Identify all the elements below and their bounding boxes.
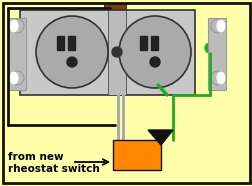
Bar: [57, 36, 64, 50]
Circle shape: [67, 57, 77, 67]
Bar: [104, 4, 125, 14]
Circle shape: [210, 19, 224, 33]
Polygon shape: [147, 130, 172, 145]
Circle shape: [10, 71, 24, 85]
Circle shape: [10, 19, 24, 33]
Ellipse shape: [216, 20, 225, 33]
Bar: [108, 10, 125, 95]
Bar: [8, 18, 26, 90]
Ellipse shape: [10, 71, 18, 84]
Circle shape: [149, 57, 159, 67]
Bar: [68, 36, 75, 50]
Circle shape: [204, 43, 214, 53]
Ellipse shape: [10, 20, 18, 33]
Bar: [150, 36, 158, 50]
Circle shape: [210, 71, 224, 85]
Circle shape: [36, 16, 108, 88]
Text: from new
rheostat switch: from new rheostat switch: [8, 152, 99, 174]
Circle shape: [112, 47, 121, 57]
Bar: [207, 18, 225, 90]
Bar: [113, 140, 160, 170]
Bar: [139, 36, 146, 50]
Bar: [20, 10, 194, 95]
Ellipse shape: [216, 71, 225, 84]
Circle shape: [118, 16, 190, 88]
